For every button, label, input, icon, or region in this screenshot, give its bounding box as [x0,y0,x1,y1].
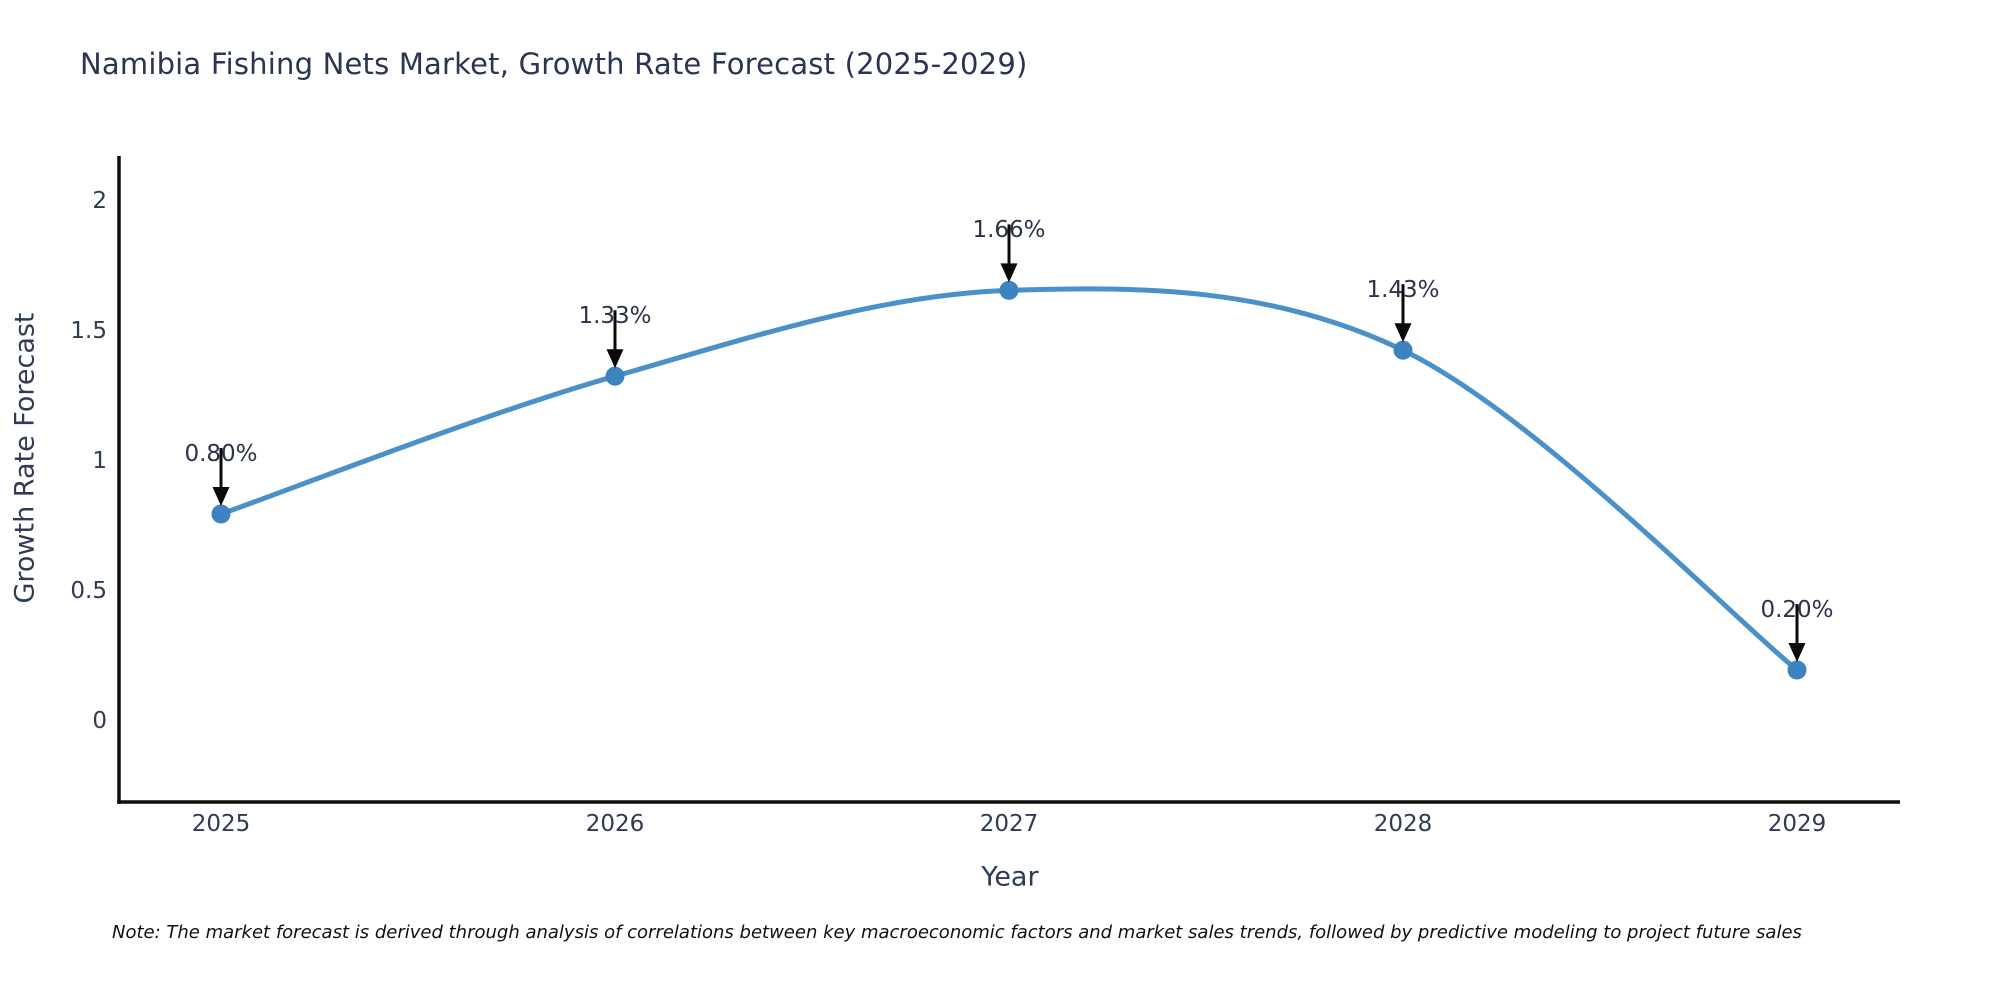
data-point-marker[interactable] [999,280,1019,300]
y-tick-label: 1.5 [70,318,107,344]
x-tick-label: 2028 [1373,811,1433,837]
annotation-arrowhead [212,487,230,506]
annotation-arrowhead [1788,643,1806,662]
y-tick-label: 0 [92,708,107,734]
y-tick-label: 0.5 [70,578,107,604]
point-annotation: 1.43% [1366,277,1440,304]
annotation-arrowhead [1000,263,1018,283]
y-tick-label: 1 [92,448,107,474]
y-axis-title: Growth Rate Forecast [9,312,41,604]
point-annotation: 0.80% [184,441,258,467]
chart-title: Namibia Fishing Nets Market, Growth Rate… [80,47,1028,81]
x-tick-label: 2027 [979,811,1039,837]
point-annotation: 1.66% [972,217,1046,244]
annotation-arrowhead [606,349,624,369]
x-tick-label: 2026 [585,811,645,837]
data-point-marker[interactable] [211,504,231,524]
x-axis-title: Year [981,861,1039,893]
chart-note: Note: The market forecast is derived thr… [112,922,1802,943]
point-annotation: 0.20% [1760,597,1834,623]
x-tick-label: 2025 [191,811,251,837]
y-tick-label: 2 [92,188,107,214]
x-tick-label: 2029 [1767,811,1827,837]
data-point-marker[interactable] [1787,660,1807,680]
trend-line [218,286,1800,673]
point-annotation: 1.33% [578,303,652,330]
data-point-marker[interactable] [1393,340,1413,360]
data-point-marker[interactable] [605,366,625,386]
annotation-arrowhead [1394,323,1412,343]
